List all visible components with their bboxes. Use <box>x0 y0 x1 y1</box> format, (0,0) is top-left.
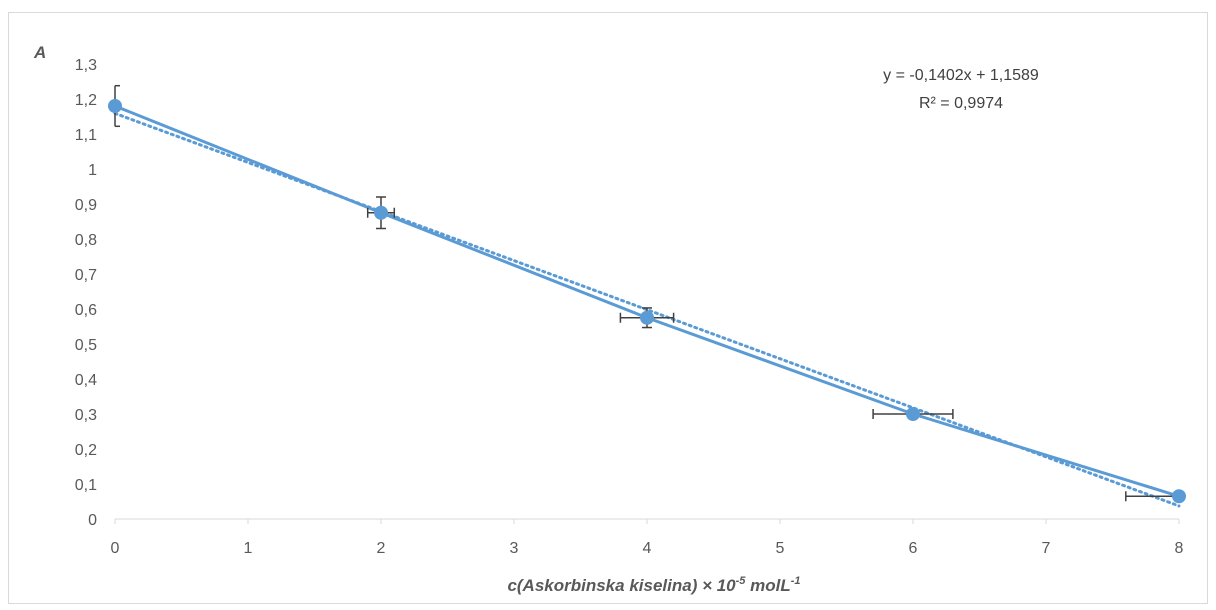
x-tick-label: 7 <box>1042 540 1051 557</box>
y-tick-labels: 0 0,1 0,2 0,3 0,4 0,5 0,6 0,7 0,8 0,9 1 1,1 1,2 1,3 <box>75 57 97 529</box>
chart-svg: 0 0,1 0,2 0,3 0,4 0,5 0,6 0,7 0,8 0,9 1 1,1 1,2 1,3 0… <box>33 43 1186 595</box>
y-tick-label: 0,5 <box>75 337 97 354</box>
y-tick-label: 0 <box>88 512 97 529</box>
x-axis-title-main: c(Askorbinska kiselina) × 10 <box>507 576 736 595</box>
x-tick-labels: 0 1 2 3 4 5 6 7 8 <box>111 540 1184 557</box>
y-axis-title: A <box>33 43 46 62</box>
x-axis-title: c(Askorbinska kiselina) × 10-5 molL-1 <box>507 575 800 595</box>
trendline-r2: R² = 0,9974 <box>919 95 1003 112</box>
x-tick-label: 8 <box>1175 540 1184 557</box>
x-tick-marks <box>114 519 1180 524</box>
x-axis-title-unit-exponent: -1 <box>791 575 801 587</box>
x-tick-label: 0 <box>111 540 120 557</box>
y-tick-label: 1,1 <box>75 127 97 144</box>
chart-frame: 0 0,1 0,2 0,3 0,4 0,5 0,6 0,7 0,8 0,9 1 1,1 1,2 1,3 0… <box>8 12 1208 604</box>
x-tick-label: 3 <box>510 540 519 557</box>
y-tick-label: 1 <box>88 162 97 179</box>
x-axis-title-unit: molL <box>745 576 790 595</box>
series-polyline <box>114 104 1180 498</box>
x-tick-label: 6 <box>909 540 918 557</box>
x-tick-label: 4 <box>643 540 652 557</box>
data-points <box>108 99 1186 504</box>
y-tick-label: 0,8 <box>75 232 97 249</box>
data-point <box>640 310 654 325</box>
x-tick-label: 2 <box>377 540 386 557</box>
error-bars <box>114 84 1179 502</box>
x-tick-label: 5 <box>776 540 785 557</box>
y-tick-label: 1,2 <box>75 92 97 109</box>
y-tick-label: 0,4 <box>75 372 97 389</box>
series-line <box>114 104 1180 498</box>
x-axis-title-exponent: -5 <box>736 575 747 587</box>
y-tick-label: 0,2 <box>75 442 97 459</box>
x-tick-label: 1 <box>244 540 253 557</box>
y-tick-label: 0,9 <box>75 197 97 214</box>
data-point <box>1172 489 1186 504</box>
y-tick-label: 0,3 <box>75 407 97 424</box>
y-tick-label: 0,6 <box>75 302 97 319</box>
data-point <box>374 205 388 220</box>
trendline-equation: y = -0,1402x + 1,1589 <box>883 67 1039 84</box>
data-point <box>108 99 122 113</box>
y-tick-label: 0,7 <box>75 267 97 284</box>
y-tick-label: 0,1 <box>75 477 97 494</box>
data-point <box>906 407 920 421</box>
y-tick-label: 1,3 <box>75 57 97 74</box>
